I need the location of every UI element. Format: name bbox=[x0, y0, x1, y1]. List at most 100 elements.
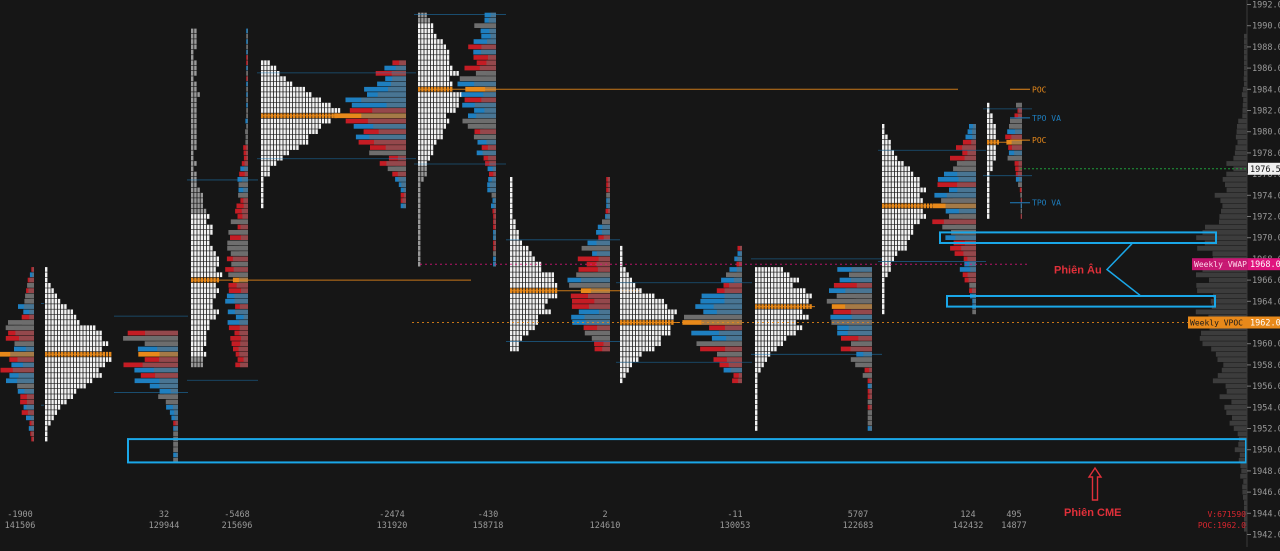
tpo-cell bbox=[280, 145, 283, 150]
tpo-cell bbox=[427, 113, 430, 119]
tpo-cell bbox=[264, 134, 267, 140]
tpo-cell bbox=[280, 97, 283, 103]
tpo-cell bbox=[73, 325, 77, 331]
tpo-cell bbox=[424, 33, 427, 39]
volume-bar-neutral bbox=[958, 177, 976, 182]
tpo-cell bbox=[777, 267, 780, 272]
tpo-cell bbox=[70, 357, 73, 362]
tpo-cell bbox=[77, 320, 80, 325]
tpo-cell bbox=[554, 293, 558, 299]
tpo-cell bbox=[197, 208, 200, 214]
session-label: TPO VA bbox=[1032, 199, 1061, 208]
tpo-cell bbox=[620, 288, 623, 293]
tpo-cell bbox=[758, 346, 761, 352]
tpo-cell bbox=[280, 118, 283, 124]
tpo-cell bbox=[522, 330, 526, 336]
tpo-cell bbox=[427, 139, 430, 145]
tpo-cell bbox=[888, 219, 891, 225]
tpo-cell bbox=[197, 309, 200, 315]
tpo-cell bbox=[57, 357, 61, 362]
volume-bar-neutral bbox=[597, 267, 610, 272]
tpo-cell bbox=[421, 150, 424, 156]
tpo-cell bbox=[626, 293, 629, 299]
tpo-cell bbox=[328, 102, 331, 108]
aggregate-volume-bar bbox=[1221, 367, 1247, 373]
tpo-cell bbox=[309, 97, 312, 103]
volume-bar bbox=[606, 187, 610, 193]
tpo-cell bbox=[99, 336, 102, 341]
volume-bar-neutral bbox=[17, 357, 34, 362]
tpo-cell bbox=[99, 346, 102, 352]
tpo-cell bbox=[620, 245, 623, 251]
tpo-cell bbox=[519, 320, 522, 325]
tpo-cell bbox=[61, 389, 64, 394]
volume-bar-neutral bbox=[233, 267, 248, 272]
tpo-cell bbox=[424, 102, 427, 108]
tpo-cell bbox=[89, 325, 93, 331]
tpo-cell bbox=[888, 182, 891, 187]
volume-bar bbox=[578, 309, 610, 315]
tpo-cell bbox=[796, 314, 799, 320]
tpo-cell bbox=[885, 256, 888, 262]
tpo-cell bbox=[286, 139, 289, 145]
tpo-cell bbox=[443, 124, 446, 129]
tpo-cell bbox=[674, 309, 677, 315]
volume-bar-neutral bbox=[395, 65, 406, 71]
aggregate-volume-bar bbox=[1219, 219, 1247, 225]
tpo-cell bbox=[532, 293, 535, 299]
tpo-cell bbox=[51, 367, 54, 373]
tpo-cell bbox=[191, 129, 194, 134]
tpo-cell bbox=[200, 272, 203, 278]
volume-bar-neutral bbox=[237, 261, 248, 267]
tpo-cell bbox=[914, 219, 917, 225]
tpo-cell bbox=[904, 214, 907, 219]
tpo-cell bbox=[427, 92, 430, 97]
tpo-cell bbox=[882, 277, 885, 283]
tpo-cell bbox=[299, 139, 302, 145]
tpo-cell bbox=[430, 134, 434, 140]
tpo-cell bbox=[430, 145, 434, 150]
tpo-cell bbox=[194, 346, 197, 352]
volume-bar-neutral bbox=[243, 357, 248, 362]
tpo-cell bbox=[430, 28, 434, 34]
tpo-cell bbox=[430, 92, 434, 97]
tpo-cell bbox=[623, 288, 626, 293]
tpo-cell bbox=[882, 261, 885, 267]
tpo-cell bbox=[545, 277, 548, 283]
tpo-cell bbox=[623, 309, 626, 315]
tpo-cell bbox=[89, 357, 93, 362]
tpo-cell bbox=[526, 304, 529, 309]
tpo-cell bbox=[430, 102, 434, 108]
tpo-cell bbox=[194, 357, 197, 362]
tpo-cell bbox=[645, 293, 648, 299]
tpo-cell bbox=[261, 203, 264, 209]
volume-bar-neutral bbox=[246, 97, 248, 103]
tpo-cell bbox=[191, 256, 194, 262]
tpo-cell bbox=[623, 367, 626, 373]
tpo-cell bbox=[510, 325, 513, 331]
volume-bar-neutral bbox=[153, 367, 178, 373]
tpo-cell bbox=[891, 177, 894, 182]
tpo-cell bbox=[45, 283, 48, 288]
tpo-cell bbox=[629, 357, 632, 362]
tpo-cell bbox=[990, 129, 993, 134]
tpo-cell bbox=[529, 293, 532, 299]
tpo-cell bbox=[67, 394, 70, 399]
tpo-cell bbox=[626, 304, 629, 309]
tpo-cell bbox=[803, 288, 806, 293]
volume-bar-neutral bbox=[862, 272, 872, 278]
volume-bar-neutral bbox=[19, 336, 34, 341]
tpo-cell bbox=[83, 325, 86, 331]
tpo-cell bbox=[421, 155, 424, 161]
tpo-cell bbox=[664, 325, 668, 331]
aggregate-volume-bar bbox=[1243, 479, 1247, 484]
tpo-cell bbox=[191, 76, 194, 81]
tpo-cell bbox=[522, 298, 526, 304]
tpo-cell bbox=[54, 293, 57, 299]
tpo-cell bbox=[882, 224, 885, 230]
volume-bar-neutral bbox=[608, 182, 610, 187]
tpo-cell bbox=[430, 81, 434, 87]
tpo-cell bbox=[639, 304, 642, 309]
volume-bar bbox=[1020, 208, 1022, 214]
